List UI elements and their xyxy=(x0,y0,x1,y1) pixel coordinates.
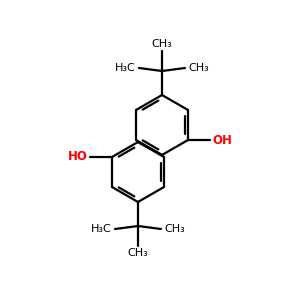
Text: OH: OH xyxy=(212,134,232,146)
Text: HO: HO xyxy=(68,151,88,164)
Text: CH₃: CH₃ xyxy=(164,224,185,234)
Text: CH₃: CH₃ xyxy=(152,39,172,49)
Text: H₃C: H₃C xyxy=(115,63,136,73)
Text: CH₃: CH₃ xyxy=(128,248,148,258)
Text: H₃C: H₃C xyxy=(91,224,112,234)
Text: CH₃: CH₃ xyxy=(188,63,209,73)
